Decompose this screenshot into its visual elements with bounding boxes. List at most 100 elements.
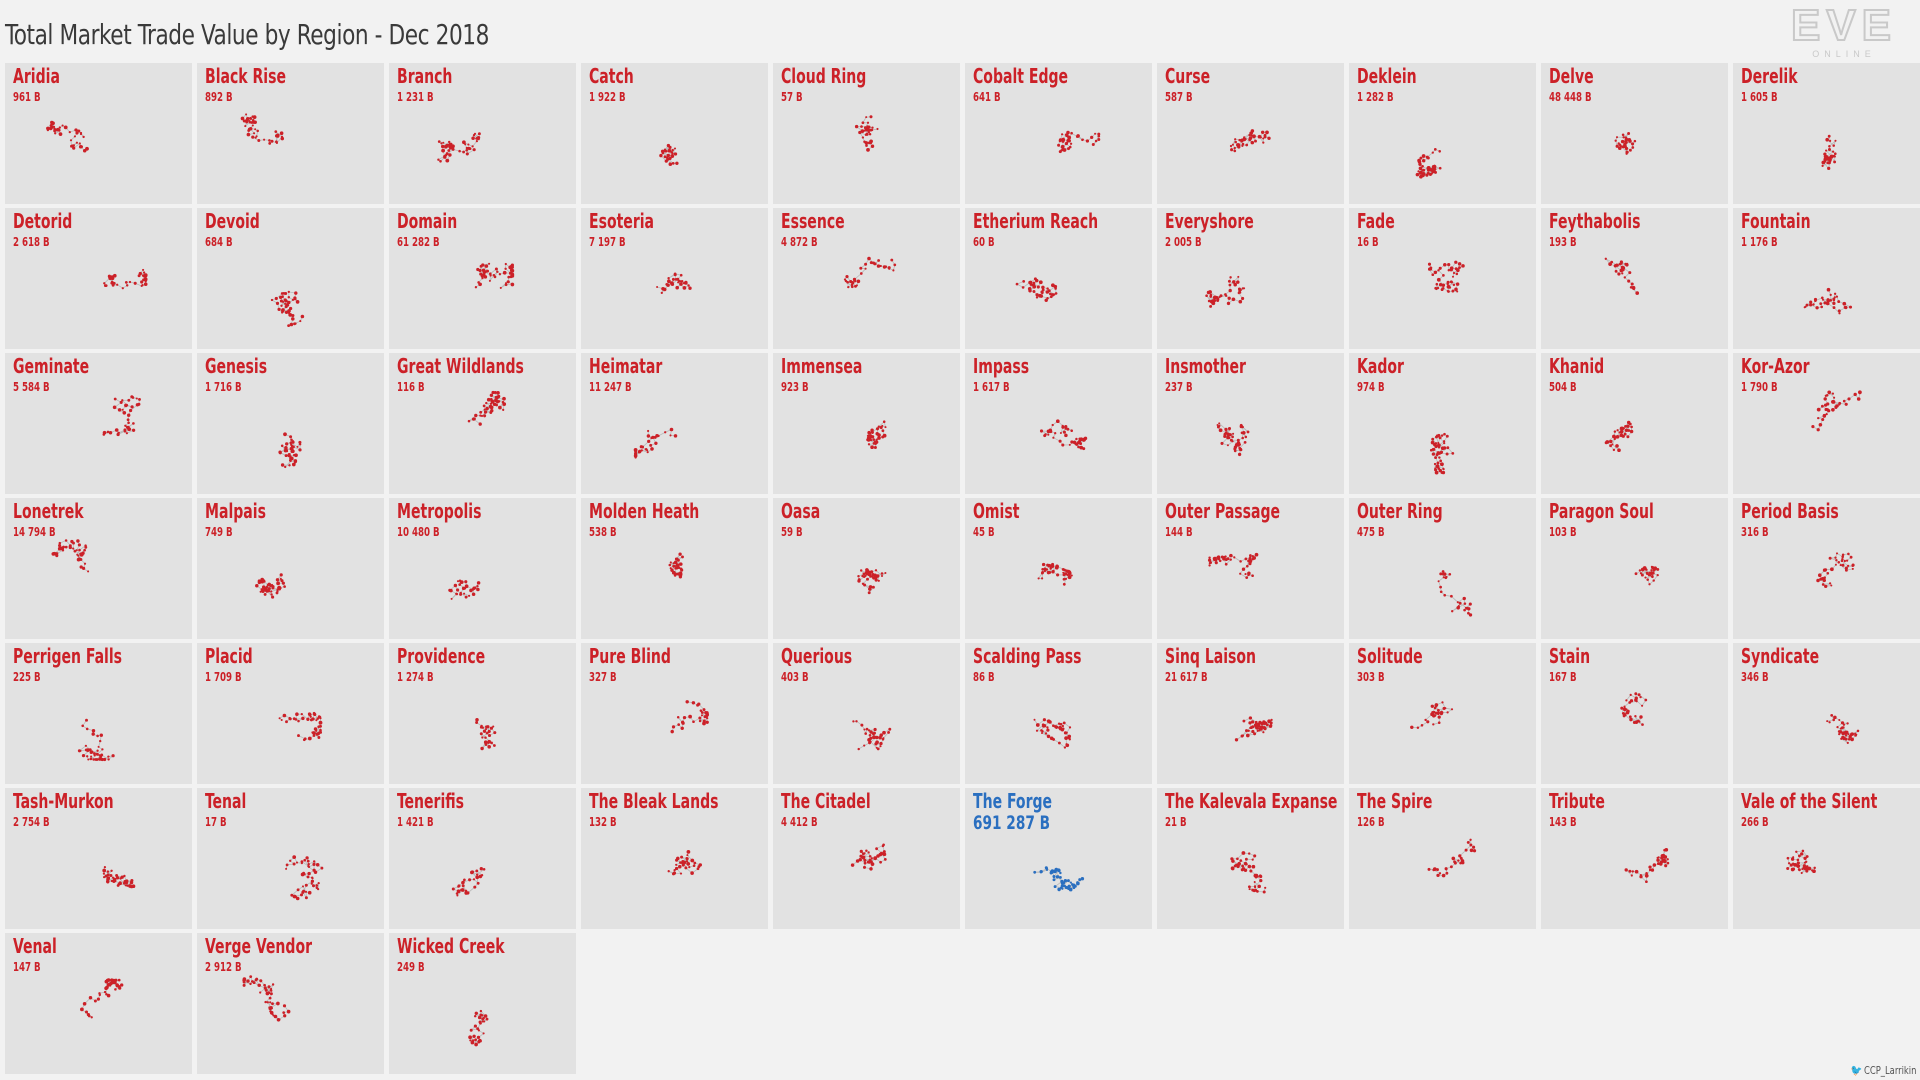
- region-value: 116 B: [397, 380, 425, 394]
- system-dot: [256, 129, 259, 133]
- system-dot: [871, 585, 875, 589]
- system-dot: [674, 866, 679, 871]
- system-dot: [1053, 284, 1058, 289]
- system-dot: [462, 140, 466, 145]
- system-dot: [82, 1002, 87, 1006]
- region-value: 974 B: [1357, 380, 1385, 394]
- system-dot: [72, 541, 75, 545]
- region-name: Omist: [973, 499, 1020, 523]
- system-dot: [1472, 845, 1476, 849]
- system-dot: [1457, 262, 1462, 266]
- system-dot: [471, 136, 475, 140]
- system-dot: [1448, 286, 1452, 289]
- system-dot: [1068, 738, 1071, 741]
- system-dot: [1457, 605, 1460, 608]
- system-dot: [679, 273, 683, 277]
- system-dot: [485, 269, 490, 273]
- system-dot: [1856, 397, 1861, 401]
- system-dot: [1214, 558, 1218, 562]
- system-dot: [459, 592, 463, 596]
- system-dot: [1071, 883, 1076, 888]
- system-dot: [1262, 141, 1265, 144]
- system-dot: [869, 867, 873, 871]
- system-dot: [268, 1006, 271, 1009]
- system-dot: [1260, 721, 1264, 726]
- system-dot: [1438, 266, 1442, 270]
- system-dot: [1074, 442, 1078, 446]
- region-name: The Kalevala Expanse: [1165, 789, 1338, 813]
- system-dot: [678, 864, 682, 869]
- system-dot: [290, 449, 294, 454]
- system-dot: [312, 868, 316, 872]
- system-dot: [46, 126, 50, 131]
- system-dot: [875, 847, 879, 851]
- system-dot: [108, 277, 112, 281]
- system-dot: [244, 125, 247, 128]
- system-dot: [1823, 159, 1827, 163]
- system-dot: [1826, 156, 1831, 161]
- system-dot: [271, 595, 275, 599]
- region-map: [270, 290, 305, 328]
- system-dot: [1624, 140, 1628, 144]
- system-dot: [61, 124, 64, 127]
- system-dot: [320, 866, 324, 870]
- system-dot: [1052, 569, 1055, 573]
- system-dot: [1436, 708, 1440, 712]
- system-dot: [879, 264, 882, 268]
- system-dot: [280, 444, 284, 448]
- system-dot: [646, 451, 649, 454]
- region-panel: Deklein 1 282 B: [1349, 63, 1536, 204]
- system-dot: [1468, 613, 1473, 617]
- region-map: [278, 711, 323, 742]
- system-dot: [266, 1001, 269, 1004]
- system-dot: [53, 129, 57, 133]
- system-dot: [263, 592, 267, 596]
- system-dot: [58, 544, 62, 548]
- system-dot: [252, 115, 257, 119]
- system-dot: [866, 125, 869, 128]
- system-dot: [1076, 134, 1080, 138]
- system-dot: [1615, 136, 1619, 139]
- system-dot: [1258, 729, 1261, 732]
- system-dot: [1790, 857, 1795, 861]
- system-dot: [1835, 295, 1839, 298]
- region-name: Catch: [589, 64, 634, 88]
- system-dot: [703, 715, 707, 719]
- system-dot: [270, 298, 274, 302]
- system-dot: [124, 879, 129, 884]
- system-dot: [1061, 727, 1065, 731]
- system-dot: [138, 397, 141, 401]
- system-dot: [1439, 590, 1443, 594]
- system-dot: [1795, 850, 1798, 853]
- system-dot: [1446, 289, 1449, 293]
- region-panel: Heimatar 11 247 B: [581, 353, 768, 494]
- system-dot: [863, 126, 867, 130]
- region-name: Domain: [397, 209, 458, 233]
- system-dot: [1061, 443, 1065, 447]
- system-dot: [1645, 572, 1649, 575]
- system-dot: [1830, 154, 1834, 159]
- system-dot: [123, 874, 126, 878]
- system-dot: [1236, 864, 1240, 869]
- system-dot: [489, 726, 494, 730]
- region-map: [1415, 148, 1442, 179]
- system-dot: [284, 310, 289, 315]
- system-dot: [1041, 729, 1044, 733]
- region-map: [475, 718, 497, 751]
- system-dot: [126, 418, 130, 422]
- system-dot: [1442, 467, 1445, 470]
- system-dot: [144, 278, 148, 282]
- system-dot: [1649, 571, 1654, 575]
- system-dot: [867, 851, 870, 854]
- system-dot: [863, 583, 867, 587]
- system-dot: [317, 736, 321, 739]
- system-dot: [1666, 858, 1669, 861]
- system-dot: [288, 717, 292, 721]
- system-dot: [1623, 276, 1626, 279]
- system-dot: [1241, 567, 1246, 571]
- system-dot: [96, 734, 99, 738]
- system-dot: [859, 854, 863, 858]
- region-name: Impass: [973, 354, 1030, 378]
- system-dot: [867, 860, 872, 864]
- system-dot: [142, 268, 145, 271]
